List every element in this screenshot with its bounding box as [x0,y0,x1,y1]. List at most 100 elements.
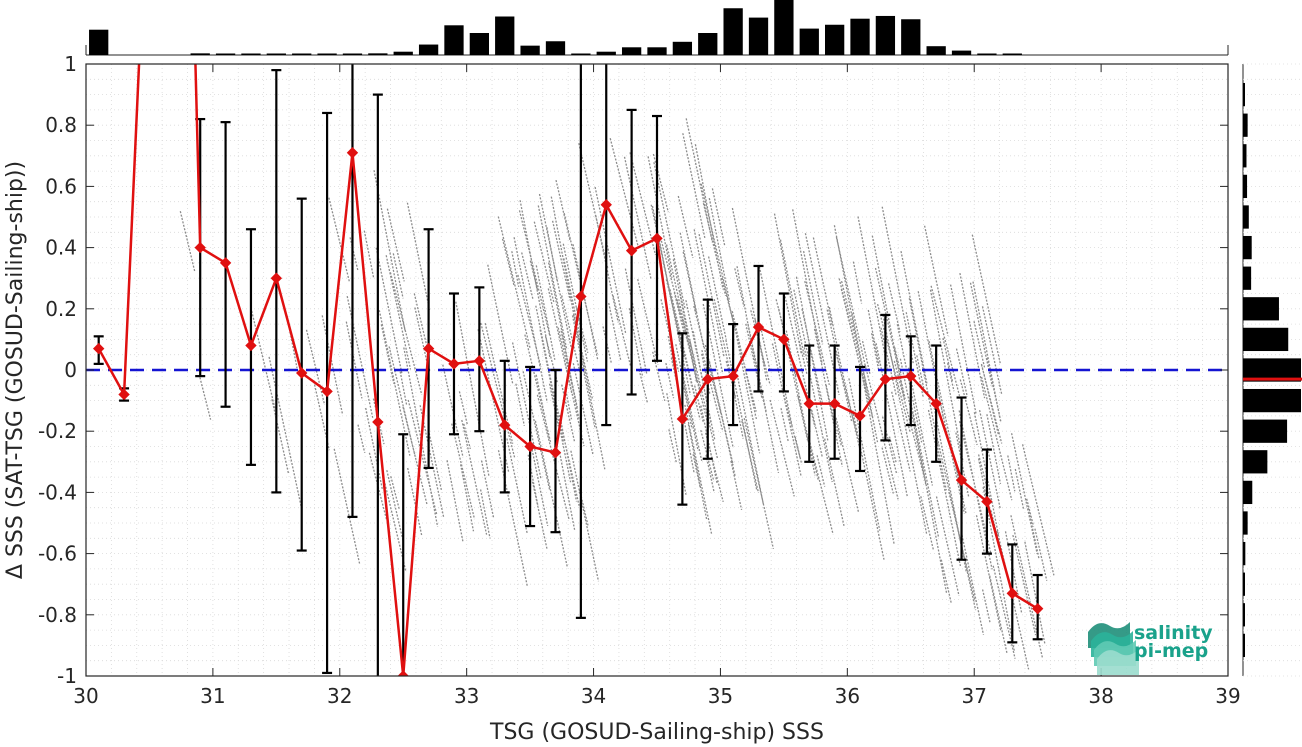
top-hist-bar [418,44,439,55]
top-hist-bar [571,53,591,55]
y-tick-label: -0.2 [38,419,77,443]
mean-point [397,670,409,676]
mean-point [727,370,739,382]
top-hist-bar [444,25,464,55]
y-tick-label: 0.8 [45,113,77,137]
y-tick-label: -1 [57,664,77,688]
x-tick-label: 36 [835,684,860,708]
top-hist-bar [825,24,845,55]
right-hist-bar [1243,388,1301,413]
y-tick-label: -0.8 [38,603,77,627]
right-hist-bar [1243,358,1301,382]
salinity-pi-mep-logo: salinity pi-mep [1088,622,1213,675]
top-hist-bar [215,53,236,55]
right-hist-bar [1243,174,1248,199]
right-hist-bar [1243,480,1253,505]
mean-point [981,495,993,508]
x-tick-label: 31 [200,684,225,708]
right-hist-bar [1243,113,1248,137]
mean-point [524,440,536,453]
mean-point [803,397,815,410]
y-tick-label: 0.4 [45,236,77,260]
mean-point [194,241,206,254]
x-tick-label: 37 [961,684,986,708]
mean-point [372,416,384,428]
mean-point [955,474,968,486]
right-hist-bar [1243,235,1252,260]
logo-wave [1097,649,1139,675]
right-hist-bar [1243,205,1249,229]
mean-point [296,367,308,379]
mean-point [346,147,359,159]
mean-point [473,355,486,367]
scatter-streaks [179,118,1055,670]
top-hist-bar [190,53,210,55]
top-hist-bar [241,53,261,55]
y-tick-label: -0.6 [38,542,77,566]
top-hist-bar [901,19,921,55]
x-axis-label: TSG (GOSUD-Sailing-ship) SSS [489,720,824,745]
x-tick-label: 39 [1215,684,1240,708]
wave-logo-icon [1088,622,1139,675]
top-hist-bar [774,0,794,55]
top-hist-bar [266,53,286,55]
mean-point [118,388,130,401]
top-hist-bar [723,8,743,55]
top-hist-bar [647,47,667,55]
top-hist-bar [469,33,489,55]
right-hist-bar [1243,511,1248,535]
mean-point [448,358,460,370]
top-hist-bar [596,51,616,55]
top-hist-bar [875,15,896,55]
right-hist-bar [1243,82,1245,107]
right-hist-bar [1243,603,1245,627]
mean-point [321,385,333,398]
top-hist-bar [520,45,540,55]
x-tick-label: 32 [327,684,352,708]
mean-point [549,446,562,459]
errorbar [575,64,586,619]
mean-line [92,64,1044,676]
y-tick-label: 1 [64,52,77,76]
top-hist-bar [545,41,566,55]
mean-point [854,410,866,422]
mean-point [625,244,638,257]
right-hist-bar [1243,297,1279,321]
top-hist-bar [393,51,413,55]
scatter-cloud [179,118,1055,670]
y-axis-label: Δ SSS (SAT-TSG (GOSUD-Sailing-ship)) [3,161,28,579]
mean-point [778,333,790,346]
right-hist-bar [1243,572,1245,596]
x-tick-label: 38 [1088,684,1113,708]
top-hist-bar [748,17,769,56]
top-hist-bar [342,53,363,55]
right-hist-bar [1243,327,1289,352]
top-hist-bar [698,33,718,55]
top-hist-bar [1002,53,1022,55]
errorbar [347,64,358,518]
top-hist-bar [368,53,388,55]
mean-point [422,342,435,355]
top-hist-bar [977,53,997,55]
right-hist-bar [1243,633,1245,658]
y-tick-label: 0 [64,358,77,382]
mean-point [930,397,942,410]
right-hist-bar [1243,450,1268,474]
mean-point [752,321,765,333]
x-tick-label: 34 [581,684,606,708]
top-hist-bar [951,50,972,55]
top-hist-bar [621,47,642,55]
right-hist-bar [1243,266,1252,290]
mean-point [651,232,663,245]
mean-point [702,373,714,385]
y-tick-label: -0.4 [38,480,77,504]
mean-point [219,257,232,269]
mean-point [575,290,587,303]
x-tick-label: 35 [708,684,733,708]
errorbar [601,64,612,427]
mean-point [92,342,105,355]
logo-text-pi-mep: pi-mep [1134,640,1208,662]
top-hist-bar [850,18,870,55]
mean-polyline [97,64,1039,676]
top-histogram [85,0,1229,56]
